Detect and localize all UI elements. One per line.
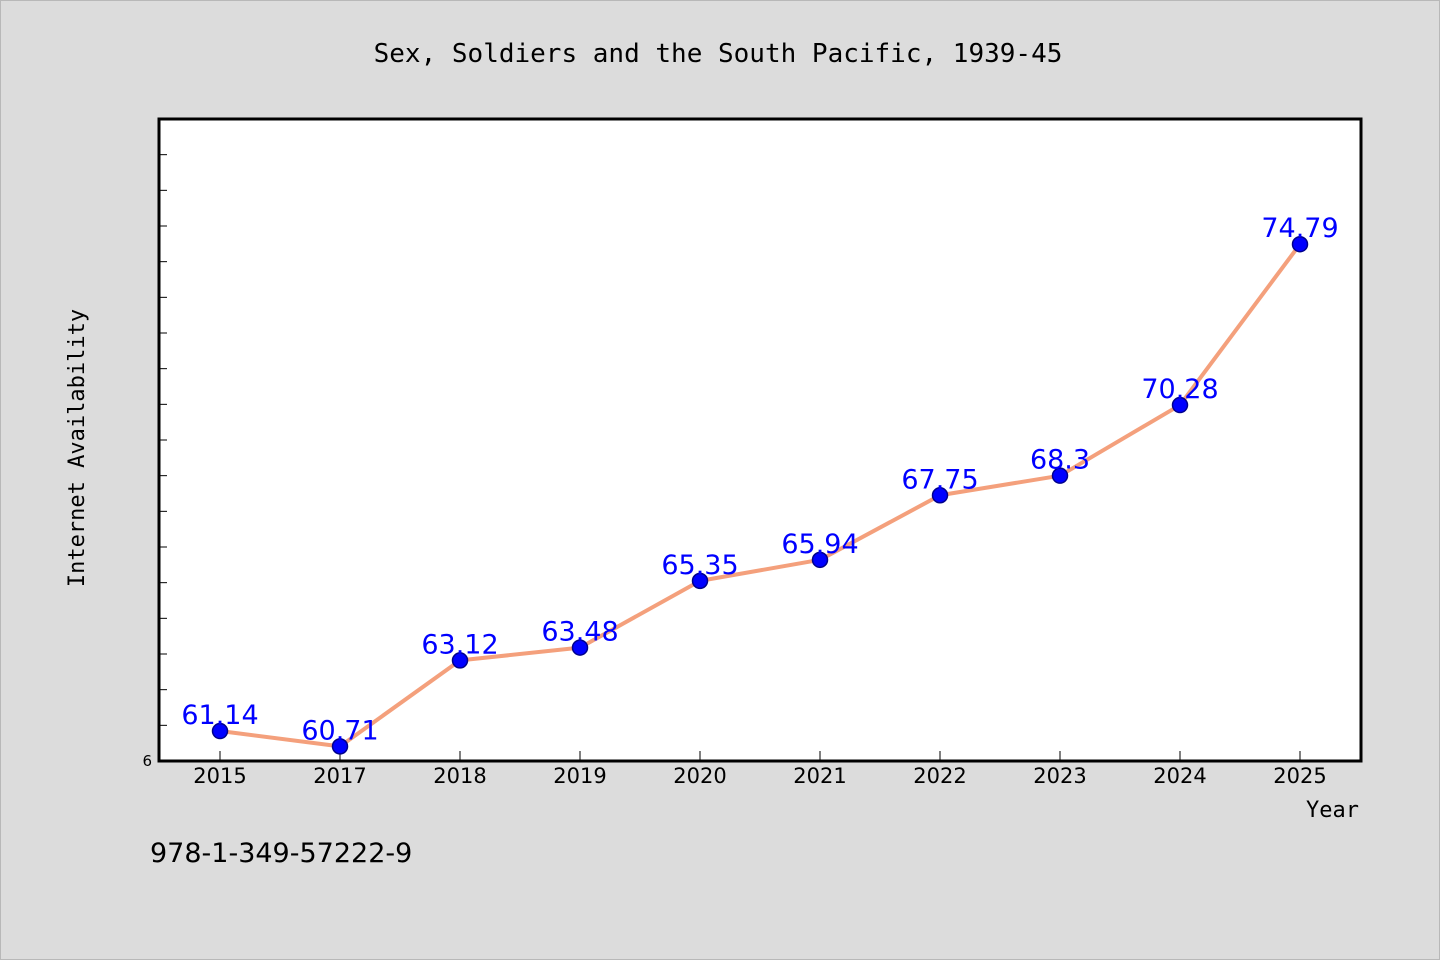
data-point <box>451 652 469 669</box>
plot-area <box>157 117 1363 763</box>
data-label: 74.79 <box>1261 213 1338 244</box>
data-label: 68.3 <box>1030 445 1090 476</box>
x-axis-ticks <box>219 751 1301 761</box>
data-label: 63.12 <box>421 629 498 660</box>
x-axis-tick-label: 2019 <box>553 764 606 788</box>
data-point <box>571 639 589 656</box>
y-axis-label: Internet Availability <box>65 309 90 587</box>
data-labels: 61.14 60.71 63.12 63.48 65.35 65.94 67.75 68.3 7… <box>181 213 1338 746</box>
x-axis-tick-label: 2017 <box>313 764 366 788</box>
x-axis-tick-labels: 2015 2017 2018 2019 2020 2021 2022 2023 2024 2025 <box>193 764 1326 788</box>
data-label: 63.48 <box>541 617 618 648</box>
x-axis-tick-label: 2020 <box>673 764 726 788</box>
data-point <box>1051 467 1069 484</box>
data-label: 65.94 <box>781 529 858 560</box>
data-label: 61.14 <box>181 700 258 731</box>
isbn-text: 978-1-349-57222-9 <box>150 838 412 869</box>
data-point <box>211 722 229 740</box>
data-markers <box>211 235 1309 755</box>
data-point <box>691 572 709 590</box>
data-label: 65.35 <box>661 550 738 581</box>
data-label: 67.75 <box>901 464 978 495</box>
y-axis-ticks <box>159 154 167 726</box>
data-point <box>811 551 829 569</box>
x-axis-tick-label: 2024 <box>1153 764 1206 788</box>
data-point <box>1171 396 1189 414</box>
data-point <box>931 487 949 504</box>
x-axis-tick-label: 2021 <box>793 764 846 788</box>
y-axis-tick-label: 6 <box>142 752 152 770</box>
series-lines <box>218 242 1302 749</box>
x-axis-tick-label: 2025 <box>1273 764 1326 788</box>
x-axis-label: Year <box>1306 798 1359 823</box>
data-label: 70.28 <box>1141 374 1218 405</box>
x-axis-tick-label: 2015 <box>193 764 246 788</box>
data-point <box>1291 235 1309 253</box>
y-axis-tick-labels: 6 <box>142 752 152 770</box>
x-axis-tick-label: 2023 <box>1033 764 1086 788</box>
series-line <box>218 242 1302 749</box>
data-label: 60.71 <box>301 715 378 746</box>
x-axis-tick-label: 2022 <box>913 764 966 788</box>
data-point <box>331 738 349 755</box>
x-axis-tick-label: 2018 <box>433 764 486 788</box>
chart-title: Sex, Soldiers and the South Pacific, 193… <box>374 39 1063 69</box>
